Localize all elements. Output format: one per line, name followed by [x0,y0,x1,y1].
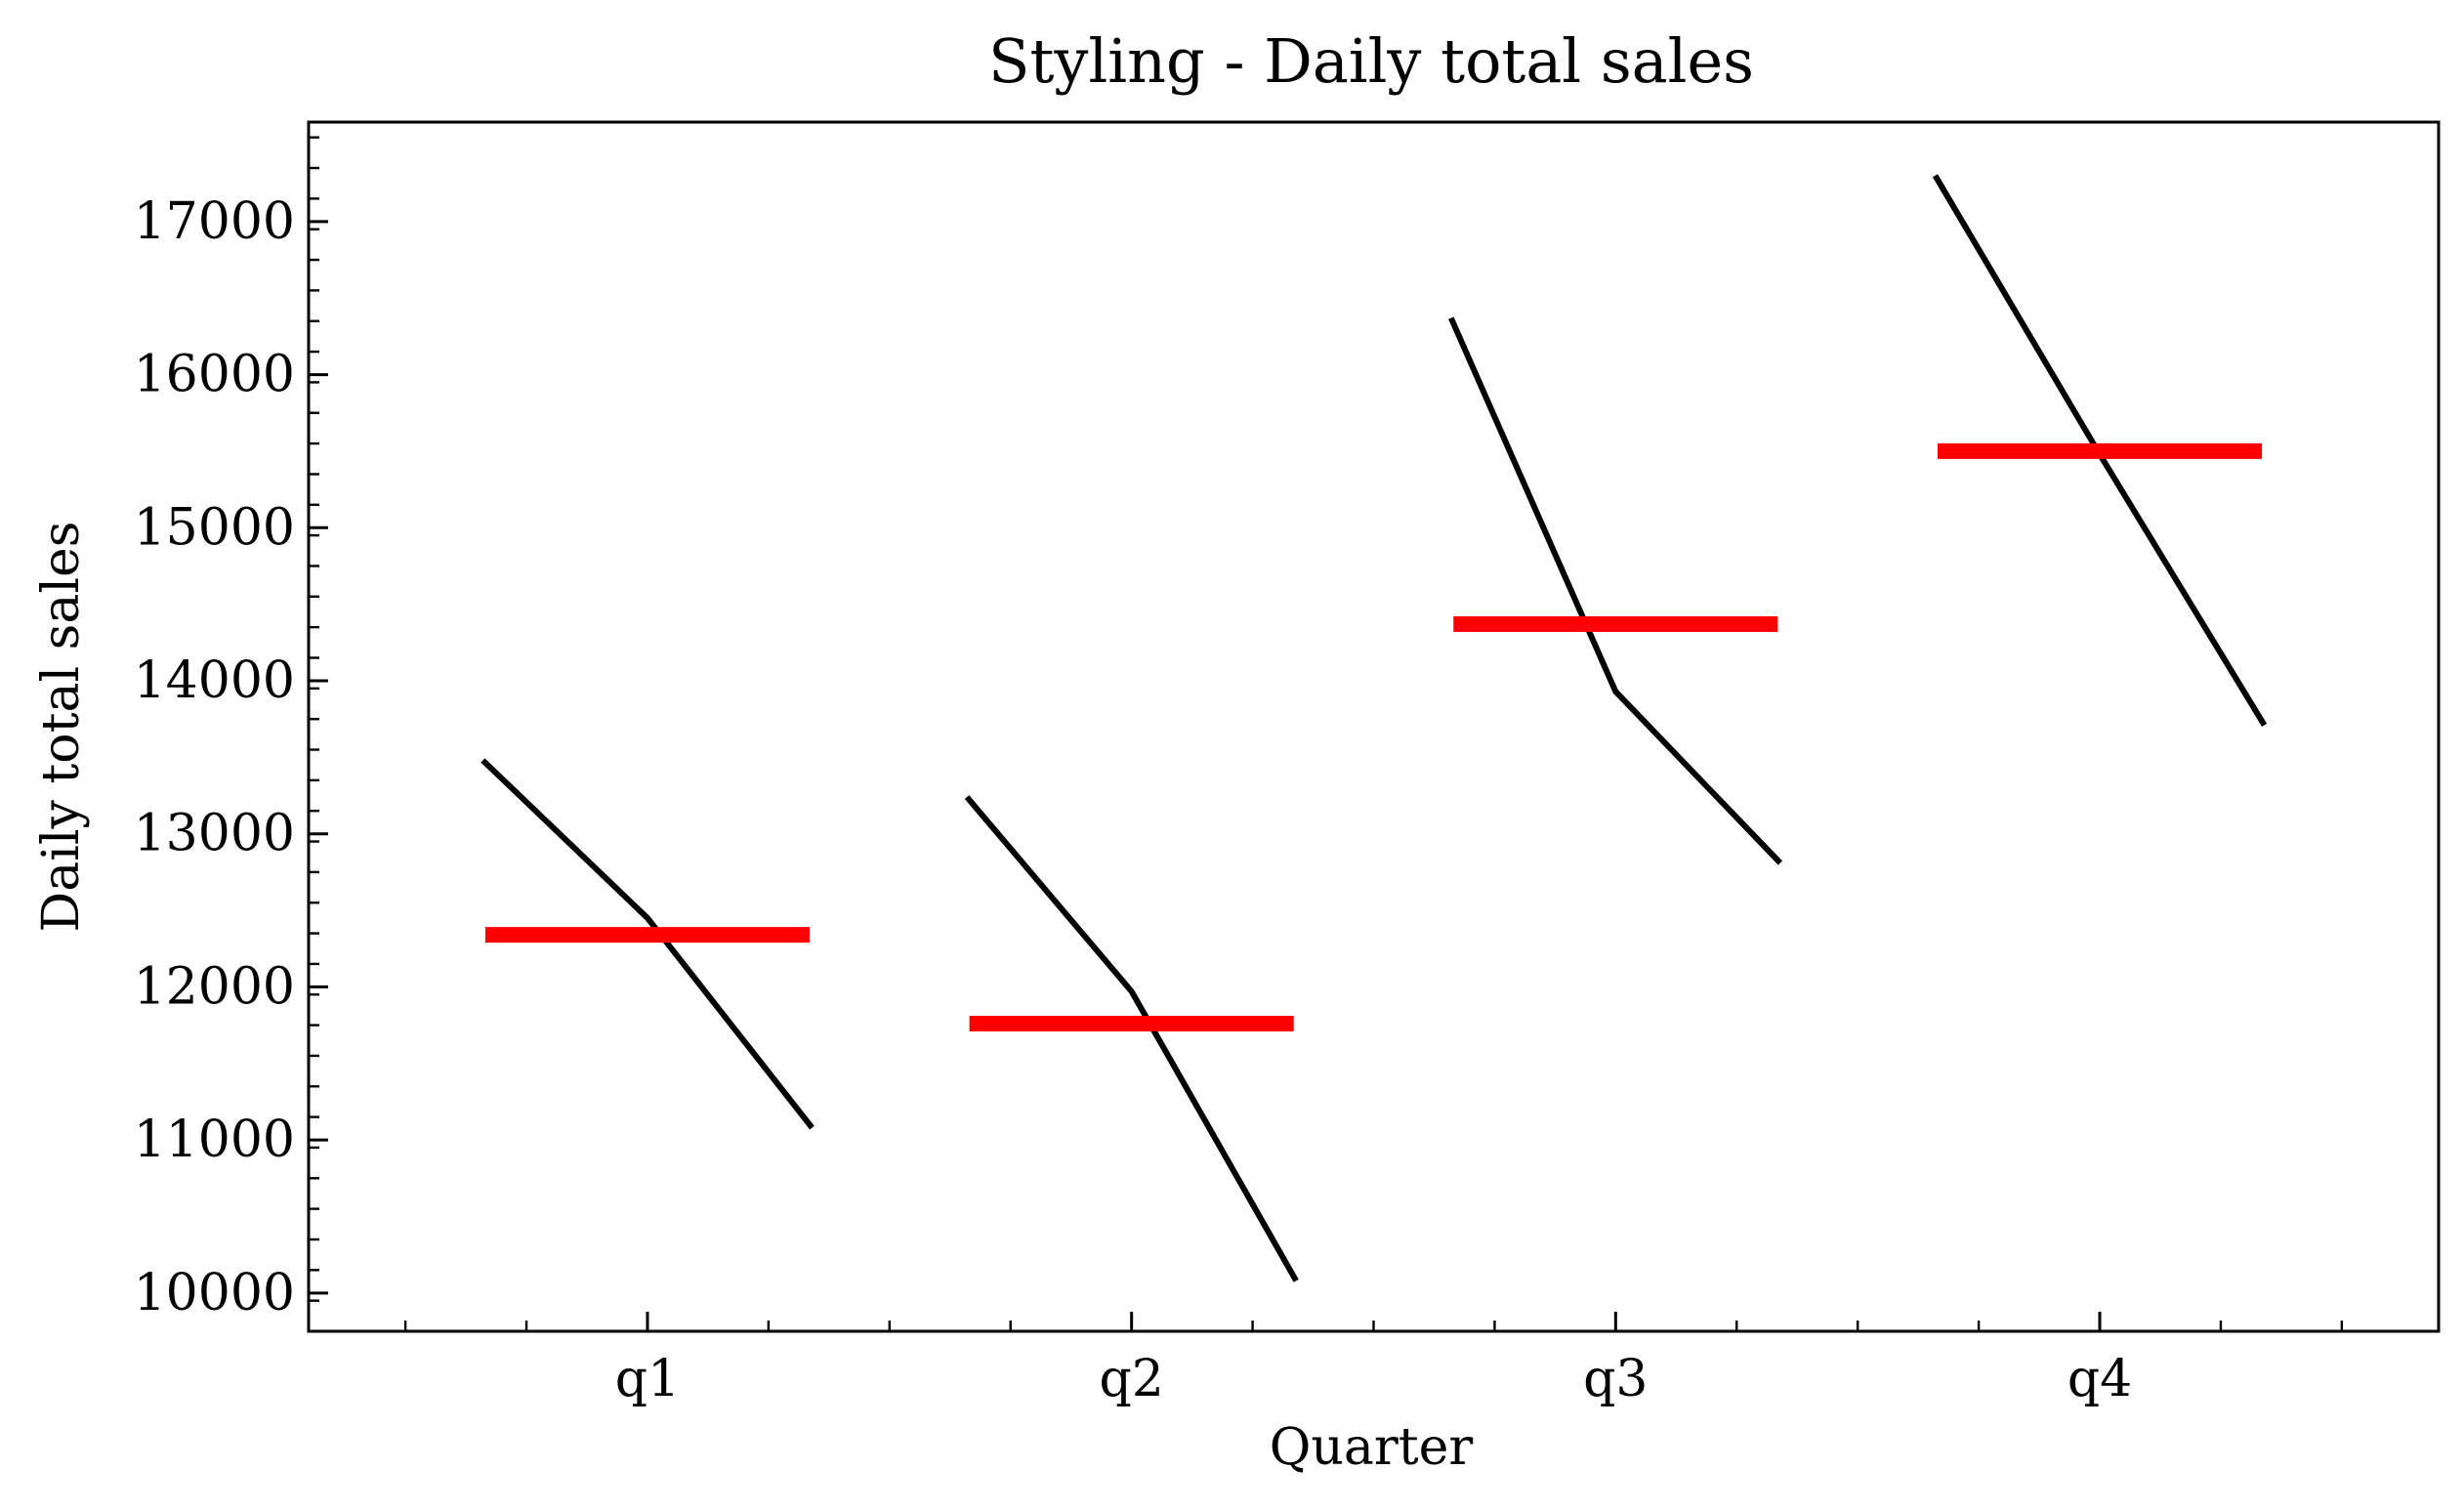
x-tick-label: q4 [2067,1350,2132,1408]
y-tick-label: 14000 [134,651,295,710]
y-tick-label: 17000 [134,192,295,251]
x-tick-label: q1 [615,1350,680,1408]
series-line-q1 [480,758,814,1130]
y-tick-label: 12000 [134,957,295,1016]
x-tick-label: q2 [1099,1350,1163,1408]
chart-title: Styling - Daily total sales [988,25,1754,97]
plot-frame [307,120,2441,1333]
y-tick-label: 10000 [134,1264,295,1322]
series-line-q2 [964,795,1299,1282]
mean-layer [484,442,2263,1032]
series-layer [480,174,2268,1282]
y-tick-label: 15000 [134,498,295,557]
y-axis-label: Daily total sales [32,522,91,933]
y-tick-label: 16000 [134,346,295,404]
x-axis: q1 q2 q3 q4 [403,1312,2344,1408]
series-line-q3 [1448,316,1783,865]
y-tick-label: 11000 [134,1111,295,1169]
y-tick-label: 13000 [134,805,295,863]
x-tick-label: q3 [1583,1350,1648,1408]
y-axis: 10000 11000 12000 13000 14000 15000 16000 17000 [134,136,328,1333]
x-axis-label: Quarter [1270,1418,1474,1477]
plot-area: 10000 11000 12000 13000 14000 15000 16000 17000… [134,120,2441,1408]
